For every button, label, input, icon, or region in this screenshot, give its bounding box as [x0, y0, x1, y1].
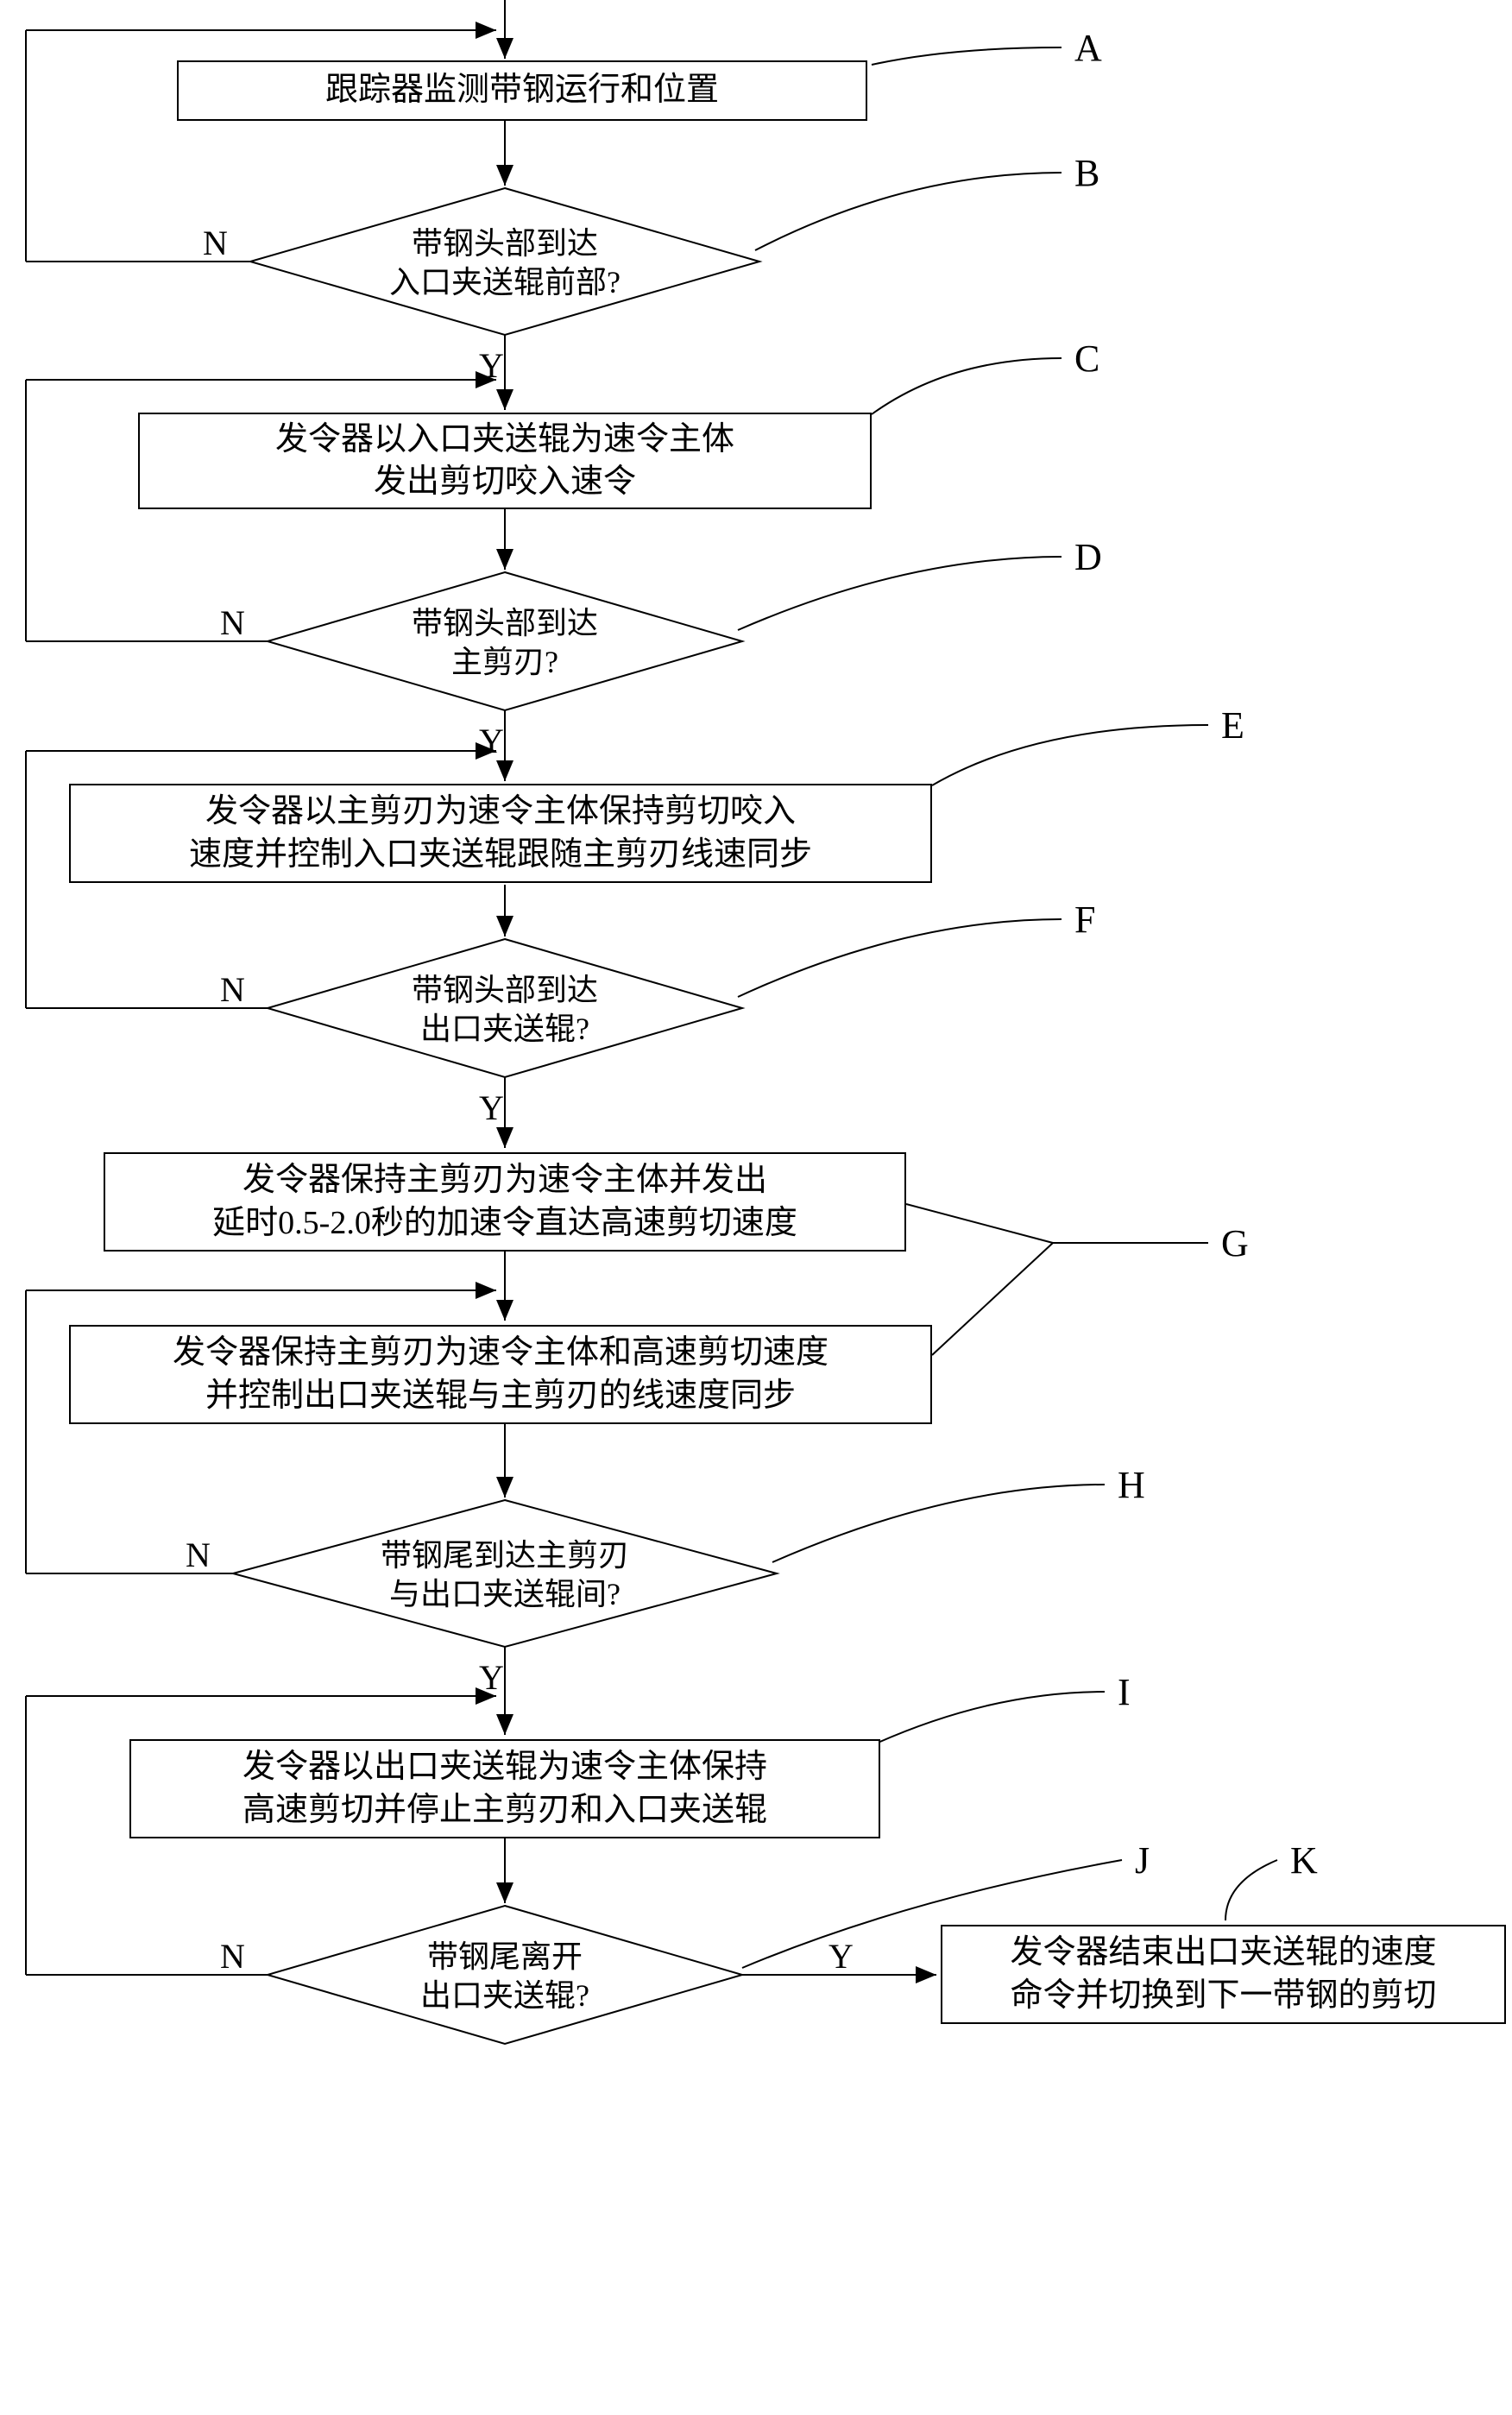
yn-J-Y: Y	[828, 1936, 854, 1977]
yn-B-N: N	[203, 223, 228, 263]
yn-D-Y: Y	[479, 721, 504, 761]
yn-B-Y: Y	[479, 345, 504, 386]
label-I: I	[1118, 1670, 1131, 1714]
label-B: B	[1074, 151, 1099, 195]
node-C-line2: 发出剪切咬入速令	[374, 461, 636, 503]
node-B-line1: 带钢头部到达	[412, 224, 598, 263]
node-C-line1: 发令器以入口夹送辊为速令主体	[275, 419, 734, 461]
node-B-line2: 入口夹送辊前部?	[389, 263, 621, 302]
yn-F-N: N	[220, 969, 245, 1010]
node-G1-line2: 延时0.5-2.0秒的加速令直达高速剪切速度	[212, 1202, 797, 1245]
label-D: D	[1074, 535, 1102, 579]
node-E: 发令器以主剪刃为速令主体保持剪切咬入 速度并控制入口夹送辊跟随主剪刃线速同步	[69, 784, 932, 883]
yn-H-N: N	[186, 1535, 211, 1575]
node-D-line1: 带钢头部到达	[412, 604, 598, 643]
node-G1-line1: 发令器保持主剪刃为速令主体并发出	[243, 1159, 767, 1201]
node-H-text: 带钢尾到达主剪刃 与出口夹送辊间?	[315, 1536, 695, 1614]
label-G: G	[1221, 1221, 1249, 1265]
node-D-line2: 主剪刃?	[451, 643, 558, 682]
node-F-line1: 带钢头部到达	[412, 971, 598, 1010]
node-H-line2: 与出口夹送辊间?	[389, 1575, 621, 1614]
yn-H-Y: Y	[479, 1657, 504, 1698]
label-E: E	[1221, 703, 1244, 747]
node-G2-line2: 并控制出口夹送辊与主剪刃的线速度同步	[205, 1375, 796, 1417]
node-A: 跟踪器监测带钢运行和位置	[177, 60, 867, 121]
node-B-text: 带钢头部到达 入口夹送辊前部?	[332, 224, 677, 302]
label-K: K	[1290, 1838, 1318, 1882]
node-I: 发令器以出口夹送辊为速令主体保持 高速剪切并停止主剪刃和入口夹送辊	[129, 1739, 880, 1838]
node-E-line2: 速度并控制入口夹送辊跟随主剪刃线速同步	[189, 834, 812, 876]
node-K-line1: 发令器结束出口夹送辊的速度	[1010, 1932, 1436, 1974]
node-F-text: 带钢头部到达 出口夹送辊?	[332, 971, 677, 1049]
label-A: A	[1074, 26, 1102, 70]
node-I-line1: 发令器以出口夹送辊为速令主体保持	[243, 1746, 767, 1788]
flowchart-container: 跟踪器监测带钢运行和位置 发令器以入口夹送辊为速令主体 发出剪切咬入速令 发令器…	[0, 0, 1512, 2415]
node-K-line2: 命令并切换到下一带钢的剪切	[1010, 1975, 1436, 2017]
node-G2: 发令器保持主剪刃为速令主体和高速剪切速度 并控制出口夹送辊与主剪刃的线速度同步	[69, 1325, 932, 1424]
node-D-text: 带钢头部到达 主剪刃?	[332, 604, 677, 682]
node-K: 发令器结束出口夹送辊的速度 命令并切换到下一带钢的剪切	[941, 1925, 1506, 2024]
yn-F-Y: Y	[479, 1088, 504, 1128]
node-G2-line1: 发令器保持主剪刃为速令主体和高速剪切速度	[173, 1332, 828, 1374]
yn-J-N: N	[220, 1936, 245, 1977]
node-I-line2: 高速剪切并停止主剪刃和入口夹送辊	[243, 1789, 767, 1832]
label-J: J	[1135, 1838, 1150, 1882]
label-C: C	[1074, 337, 1099, 381]
label-H: H	[1118, 1463, 1145, 1507]
node-E-line1: 发令器以主剪刃为速令主体保持剪切咬入	[205, 791, 796, 833]
node-F-line2: 出口夹送辊?	[420, 1010, 589, 1049]
node-J-line1: 带钢尾离开	[427, 1938, 583, 1977]
yn-D-N: N	[220, 602, 245, 643]
label-F: F	[1074, 898, 1095, 942]
node-G1: 发令器保持主剪刃为速令主体并发出 延时0.5-2.0秒的加速令直达高速剪切速度	[104, 1152, 906, 1252]
node-H-line1: 带钢尾到达主剪刃	[381, 1536, 629, 1575]
node-C: 发令器以入口夹送辊为速令主体 发出剪切咬入速令	[138, 413, 872, 509]
node-J-text: 带钢尾离开 出口夹送辊?	[332, 1938, 677, 2015]
node-A-text: 跟踪器监测带钢运行和位置	[325, 69, 719, 111]
node-J-line2: 出口夹送辊?	[420, 1977, 589, 2015]
